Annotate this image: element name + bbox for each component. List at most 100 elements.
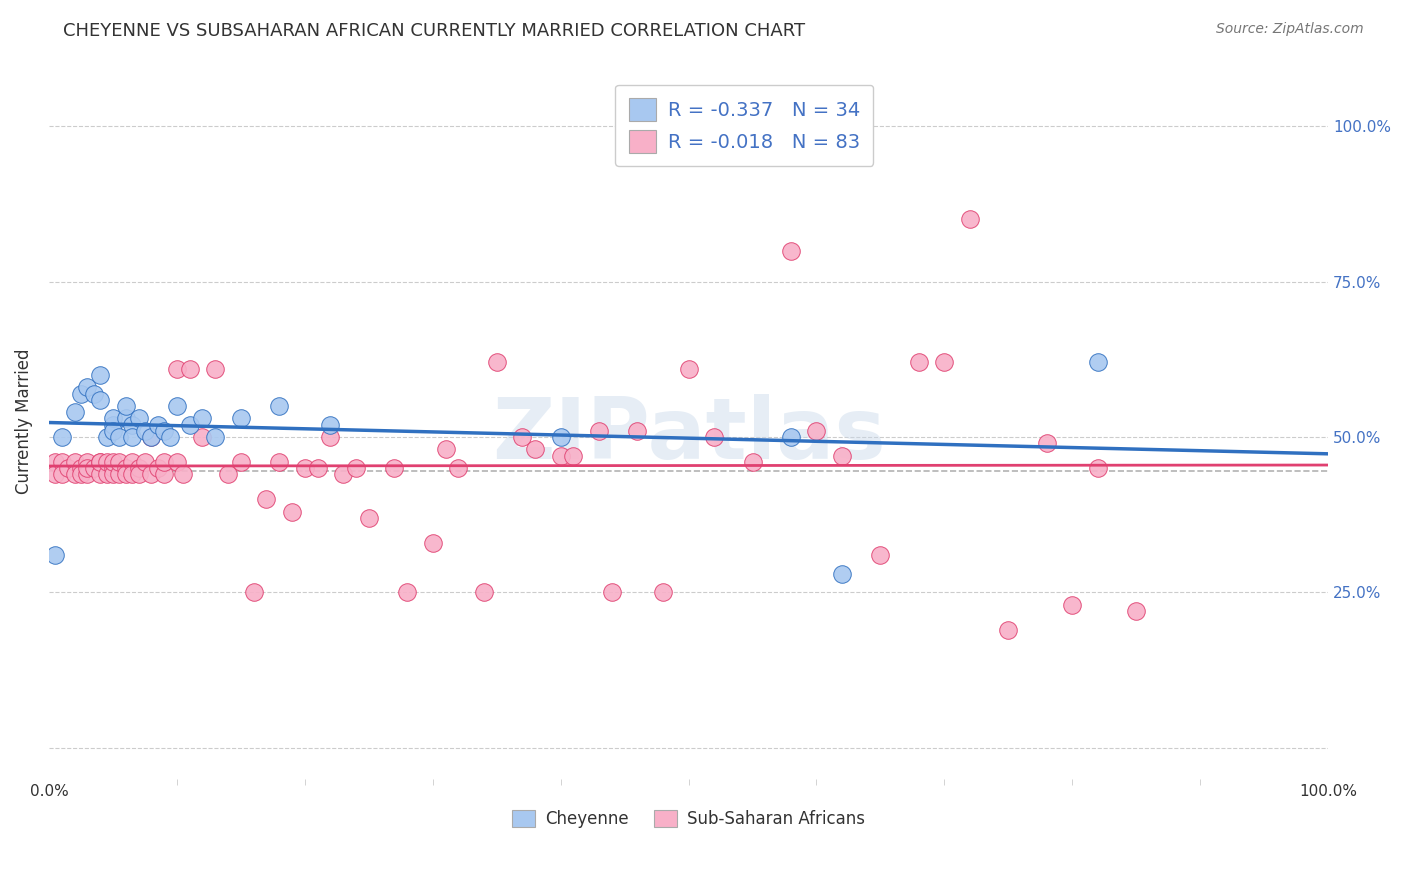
Point (254, 492, 277, 507)
Point (63, 455, 86, 469)
Point (217, 467, 239, 482)
Point (179, 361, 201, 376)
Point (89, 467, 111, 482)
Point (780, 430, 803, 444)
Point (831, 566, 853, 581)
Point (108, 467, 131, 482)
Point (56, 461, 79, 475)
Point (63, 405, 86, 419)
Point (96, 455, 118, 469)
Point (307, 461, 329, 475)
Point (907, 355, 929, 369)
Point (128, 411, 150, 425)
Point (134, 455, 156, 469)
Point (204, 361, 226, 376)
Point (741, 455, 763, 469)
Point (357, 511, 380, 525)
Point (121, 417, 143, 432)
Point (562, 449, 585, 463)
Point (159, 430, 181, 444)
Point (101, 461, 124, 475)
Point (89, 455, 111, 469)
Point (153, 424, 176, 438)
Point (997, 623, 1019, 637)
Point (269, 399, 291, 413)
Point (934, 355, 956, 369)
Text: CHEYENNE VS SUBSAHARAN AFRICAN CURRENTLY MARRIED CORRELATION CHART: CHEYENNE VS SUBSAHARAN AFRICAN CURRENTLY… (63, 22, 806, 40)
Point (146, 417, 169, 432)
Point (166, 455, 188, 469)
Point (447, 461, 470, 475)
Point (83, 461, 105, 475)
Point (89, 392, 111, 407)
Point (588, 424, 610, 438)
Point (179, 417, 201, 432)
Point (242, 585, 264, 599)
Point (269, 455, 291, 469)
Point (70, 461, 93, 475)
Point (153, 455, 176, 469)
Point (1087, 355, 1109, 369)
Point (703, 430, 725, 444)
Point (652, 585, 675, 599)
Point (626, 424, 648, 438)
Point (128, 467, 150, 482)
Y-axis label: Currently Married: Currently Married (15, 349, 32, 494)
Point (332, 467, 354, 482)
Point (344, 461, 367, 475)
Point (869, 548, 891, 562)
Point (678, 361, 700, 376)
Point (96, 430, 118, 444)
Point (114, 399, 136, 413)
Point (51, 430, 73, 444)
Point (780, 244, 803, 258)
Point (485, 355, 508, 369)
Point (294, 461, 316, 475)
Point (83, 386, 105, 401)
Point (166, 399, 188, 413)
Point (434, 442, 457, 457)
Point (191, 430, 214, 444)
Point (1062, 598, 1084, 612)
Point (550, 430, 572, 444)
Point (141, 430, 163, 444)
Point (204, 430, 226, 444)
Point (121, 467, 143, 482)
Point (510, 430, 533, 444)
Point (319, 430, 342, 444)
Point (550, 449, 572, 463)
Point (128, 461, 150, 475)
Point (44, 455, 66, 469)
Point (600, 585, 623, 599)
Point (101, 467, 124, 482)
Point (96, 467, 118, 482)
Point (101, 417, 124, 432)
Point (44, 467, 66, 482)
Point (44, 548, 66, 562)
Point (422, 535, 444, 549)
Point (121, 455, 143, 469)
Point (101, 455, 124, 469)
Point (229, 455, 252, 469)
Point (114, 411, 136, 425)
Point (806, 424, 828, 438)
Point (51, 455, 73, 469)
Text: Source: ZipAtlas.com: Source: ZipAtlas.com (1216, 22, 1364, 37)
Point (76, 467, 98, 482)
Point (524, 442, 547, 457)
Point (101, 424, 124, 438)
Point (76, 380, 98, 394)
Point (146, 461, 169, 475)
Point (141, 430, 163, 444)
Point (70, 467, 93, 482)
Point (114, 467, 136, 482)
Point (70, 386, 93, 401)
Point (1125, 604, 1147, 618)
Point (153, 467, 176, 482)
Legend: Cheyenne, Sub-Saharan Africans: Cheyenne, Sub-Saharan Africans (505, 804, 872, 835)
Point (396, 585, 419, 599)
Point (1035, 436, 1057, 450)
Point (166, 361, 188, 376)
Point (101, 411, 124, 425)
Point (108, 455, 131, 469)
